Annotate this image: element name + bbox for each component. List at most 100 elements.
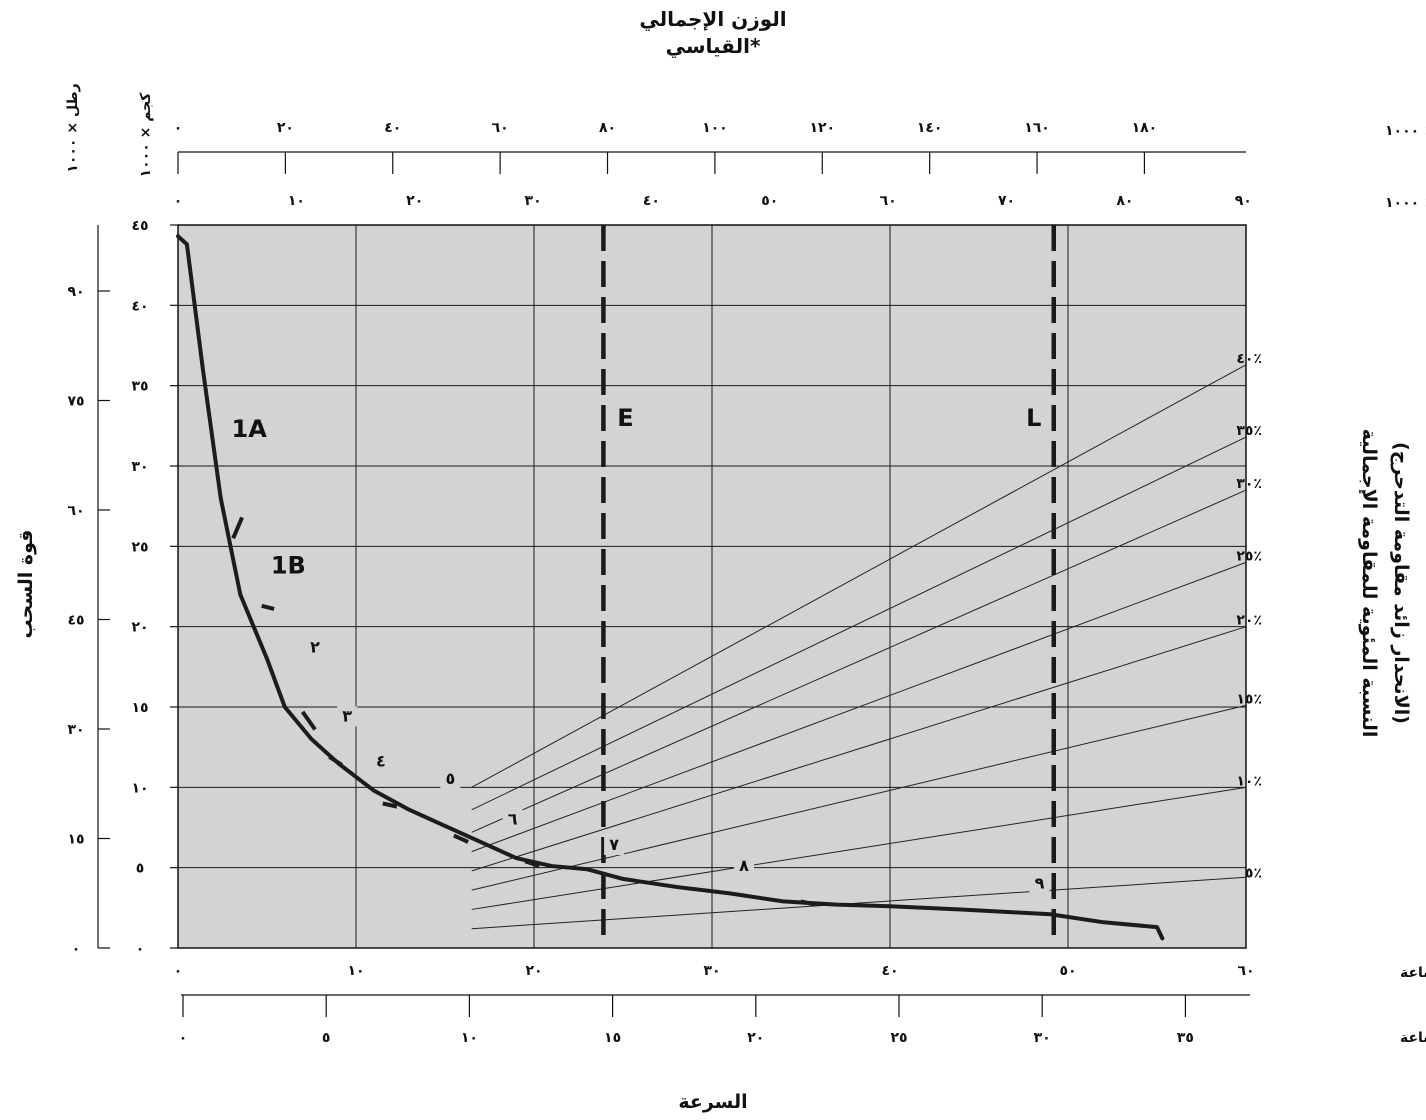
mph-axis-label: ميل في الساعة [1400,1030,1426,1046]
resistance-line [471,364,1247,788]
mph-tick-label: ٣٥ [1177,1030,1194,1046]
gear-shift-mark [524,859,540,868]
segment-label: ٦ [508,809,518,828]
kmh-tick-label: ٣٠ [703,963,720,979]
gear-shift-mark [382,801,398,809]
left-outer-tick-label: ١٥ [67,832,84,848]
segment-label-bg [734,855,755,876]
mph-tick-label: ٢٥ [890,1030,907,1046]
segment-label-bg [305,637,326,658]
top-kg-axis-label: كجم × ١٠٠٠ [1385,195,1426,211]
segment-label: ٩ [1035,874,1045,893]
top-lb-tick-label: ٠ [174,120,183,136]
top-lb-tick-label: ١٨٠ [1132,120,1158,136]
top-kg-tick-label: ٩٠ [1235,193,1252,209]
left-inner-tick-label: ٣٥ [131,379,148,395]
kmh-tick-label: ٥٠ [1059,963,1076,979]
left-lb-side-label: رطل × ١٠٠٠ [65,83,81,172]
left-inner-tick-label: ٣٠ [131,459,148,475]
top-kg-tick-label: ٧٠ [998,193,1015,209]
top-lb-tick-label: ١٦٠ [1024,120,1050,136]
segment-label: ٥ [445,769,455,788]
top-kg-tick-label: ١٠ [288,193,305,209]
kmh-tick-label: ٠ [174,963,183,979]
left-inner-tick-label: ٤٥ [131,218,148,234]
limit-label-L: L [1026,404,1041,432]
gridlines [177,224,1247,949]
top-lb-tick-label: ٨٠ [599,120,616,136]
left-outer-tick-label: ٦٠ [67,503,84,519]
rimpull-curve [176,234,1165,941]
curve-line [176,234,1165,941]
top-lb-axis-label: رطل × ١٠٠٠ [1385,123,1426,139]
grade-label: ٪٤٠ [1236,351,1262,367]
top-kg-tick-label: ٨٠ [1116,193,1133,209]
y-axis-title: قوة السحب [15,530,37,639]
mph-tick-label: ٣٠ [1034,1030,1051,1046]
plot-border [177,224,1247,949]
segment-label-bg [337,706,358,727]
resistance-line [471,436,1247,811]
kmh-tick-label: ١٠ [347,963,364,979]
top-lb-tick-label: ١٤٠ [917,120,943,136]
segment-label: 1B [271,552,306,580]
grade-label: ٪١٠ [1236,773,1262,789]
left-inner-tick-label: ١٠ [131,780,148,796]
gear-shift-mark [300,710,317,731]
left-kg-side-label: كجم × ١٠٠٠ [138,92,154,178]
grade-label: ٪١٥ [1236,691,1262,707]
left-outer-tick-label: ٧٥ [67,394,84,410]
segment-label: ٢ [310,637,320,656]
left-inner-tick-label: ٢٠ [131,620,148,636]
top-lb-tick-label: ٤٠ [384,120,401,136]
left-inner-tick-label: ١٥ [131,700,148,716]
left-outer-tick-label: ٩٠ [67,284,84,300]
left-outer-tick-label: ٣٠ [67,722,84,738]
mph-tick-label: ٢٠ [747,1030,764,1046]
x-axis-title: السرعة [678,1091,747,1113]
gear-shift-mark [453,833,469,844]
left-outer-tick-label: ٤٥ [67,613,84,629]
limit-label-E: E [617,404,633,432]
mph-tick-label: ١٠ [461,1030,478,1046]
segment-label-bg [370,751,391,772]
top-kg-tick-label: ٢٠ [406,193,423,209]
right-axis-title-line1: النسبة المئوية للمقاومة الإجمالية [1358,429,1380,738]
top-lb-tick-label: ٦٠ [492,120,509,136]
segment-label-bg [502,809,523,830]
resistance-line [471,626,1247,872]
right-axis-title-line2: (الانحدار زائد مقاومة التدحرج) [1390,442,1412,724]
top-kg-tick-label: ٤٠ [643,193,660,209]
left-inner-tick-label: ٥ [136,861,145,877]
grade-label: ٪٣٥ [1236,423,1262,439]
grade-label: ٪٢٥ [1236,548,1262,564]
kmh-tick-label: ٦٠ [1237,963,1254,979]
resistance-line [471,489,1247,833]
mph-tick-label: ٥ [322,1030,331,1046]
kmh-axis-label: كم/ساعة [1400,965,1426,981]
grade-label: ٪٢٠ [1236,613,1262,629]
top-lb-tick-label: ١٠٠ [702,120,728,136]
labels: 1A 1B ٢ ٣ ٤ ٥ ٦ ٧ ٨ ٩ [232,415,1050,894]
resistance-line [471,561,1247,853]
left-inner-tick-label: ٤٠ [131,298,148,314]
top-kg-tick-label: ٠ [174,193,183,209]
left-inner-tick-label: ٢٥ [131,539,148,555]
top-kg-tick-label: ٣٠ [525,193,542,209]
mph-tick-label: ١٥ [604,1030,621,1046]
grade-label: ٪٥ [1245,865,1262,881]
top-lb-tick-label: ١٢٠ [809,120,835,136]
mph-tick-label: ٠ [179,1030,188,1046]
left-outer-tick-label: ٠ [72,941,81,957]
segment-label: 1A [232,415,268,443]
gear-shift-mark [261,603,275,611]
segment-label: ٧ [609,835,619,854]
resistance-line [471,704,1247,891]
top-kg-tick-label: ٥٠ [761,193,778,209]
segment-label-bg [1029,873,1050,894]
chart-subtitle: القياسي* [666,34,761,59]
top-lb-tick-label: ٢٠ [277,120,294,136]
